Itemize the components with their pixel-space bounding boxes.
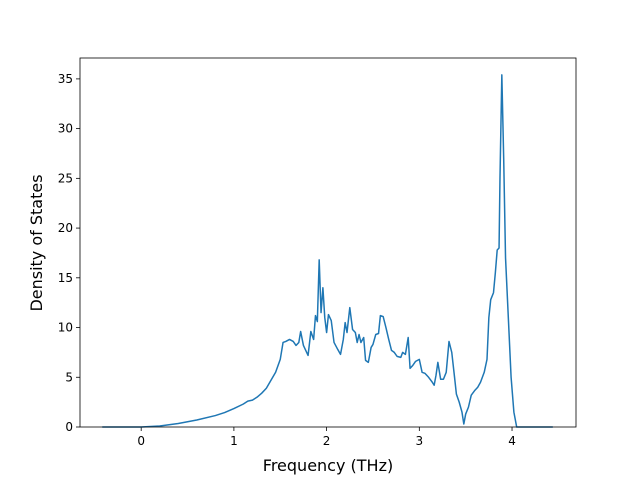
x-tick-label: 4 bbox=[508, 434, 516, 448]
y-tick-label: 35 bbox=[58, 72, 73, 86]
y-tick-label: 5 bbox=[65, 370, 73, 384]
y-tick-label: 30 bbox=[58, 122, 73, 136]
y-tick-label: 20 bbox=[58, 221, 73, 235]
y-axis-label: Density of States bbox=[27, 174, 46, 311]
y-tick-label: 25 bbox=[58, 171, 73, 185]
x-tick-label: 0 bbox=[137, 434, 145, 448]
x-tick-label: 1 bbox=[230, 434, 238, 448]
y-tick-label: 15 bbox=[58, 271, 73, 285]
plot-frame bbox=[79, 57, 577, 428]
x-axis-label: Frequency (THz) bbox=[263, 456, 393, 475]
x-tick-label: 2 bbox=[323, 434, 331, 448]
x-tick-label: 3 bbox=[415, 434, 423, 448]
series-line bbox=[102, 74, 553, 428]
y-tick-label: 10 bbox=[58, 321, 73, 335]
y-tick-label: 0 bbox=[65, 420, 73, 434]
